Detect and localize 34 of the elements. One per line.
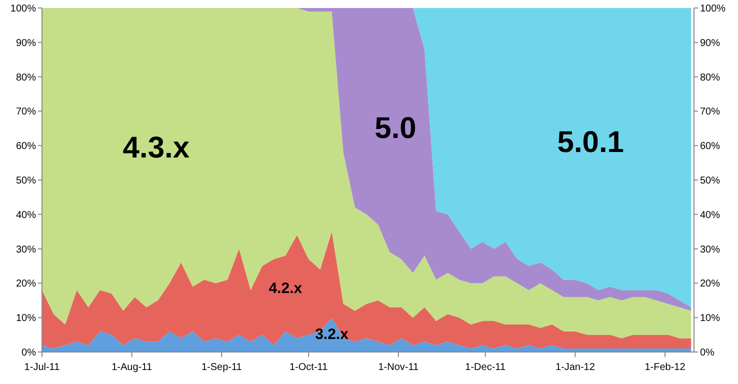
y-tick-label: 10% (16, 313, 36, 324)
x-tick-label: 1-Feb-12 (644, 362, 686, 373)
y2-tick-label: 60% (700, 141, 720, 152)
x-tick-label: 1-Sep-11 (201, 362, 242, 373)
series-label: 4.3.x (122, 132, 190, 165)
y-tick-label: 60% (16, 141, 36, 152)
y2-tick-label: 70% (700, 106, 720, 118)
y2-tick-label: 20% (700, 278, 720, 290)
y-tick-label: 90% (16, 38, 36, 49)
y-tick-label: 40% (16, 210, 36, 221)
y2-tick-label: 80% (700, 72, 720, 84)
y-tick-label: 0% (22, 348, 36, 358)
y2-tick-label: 90% (700, 38, 720, 49)
y2-tick-label: 50% (700, 176, 720, 186)
x-tick-label: 1-Dec-11 (465, 362, 506, 373)
x-tick-label: 1-Jul-11 (24, 362, 60, 373)
y-tick-label: 50% (16, 176, 36, 186)
y2-tick-label: 0% (700, 348, 715, 358)
x-tick-label: 1-Jan-12 (555, 362, 596, 373)
x-tick-label: 1-Oct-11 (290, 362, 328, 373)
y-tick-label: 20% (16, 278, 36, 290)
y2-tick-label: 100% (700, 4, 726, 14)
y2-tick-label: 40% (700, 210, 720, 221)
y-tick-label: 30% (16, 244, 36, 256)
y-tick-label: 70% (16, 106, 36, 118)
y2-tick-label: 30% (700, 244, 720, 256)
series-label: 5.0 (374, 112, 416, 146)
x-tick-label: 1-Nov-11 (378, 362, 420, 373)
y-tick-label: 80% (16, 72, 36, 84)
x-tick-label: 1-Aug-11 (112, 362, 152, 373)
series-label: 5.0.1 (557, 126, 624, 159)
y-tick-label: 100% (10, 4, 36, 14)
y2-tick-label: 10% (700, 313, 720, 324)
series-label: 4.2.x (268, 280, 303, 297)
